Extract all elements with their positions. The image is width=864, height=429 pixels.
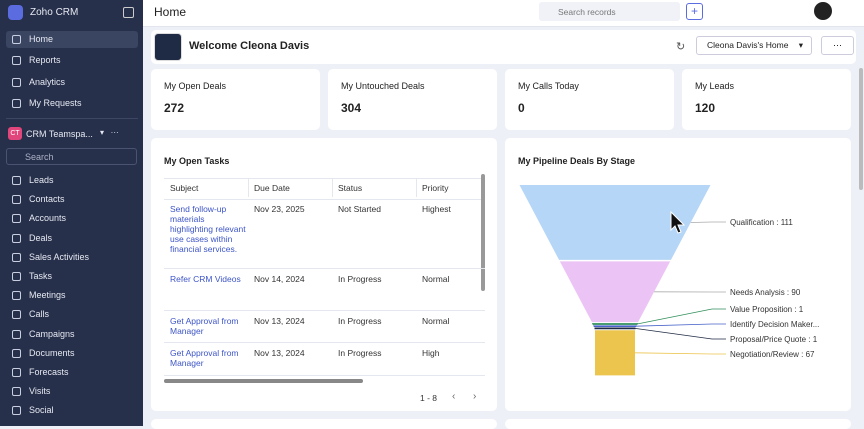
funnel-segment — [595, 328, 635, 329]
stat-label: My Open Deals — [164, 81, 226, 91]
funnel-segment — [594, 326, 636, 327]
leader-line — [635, 328, 726, 339]
stage-label: Needs Analysis : 90 — [730, 288, 801, 297]
stage-label: Negotiation/Review : 67 — [730, 350, 815, 359]
stage-label: Proposal/Price Quote : 1 — [730, 335, 818, 344]
stage-label: Qualification : 111 — [730, 218, 793, 227]
stat-label: My Leads — [695, 81, 734, 91]
stat-card[interactable]: My Calls Today 0 — [505, 69, 674, 130]
funnel-segment — [560, 261, 670, 322]
leader-line — [635, 353, 726, 354]
funnel-segment — [593, 324, 638, 325]
stat-value: 304 — [341, 101, 361, 115]
stat-value: 0 — [518, 101, 525, 115]
stage-label: Value Proposition : 1 — [730, 305, 804, 314]
leader-line — [636, 324, 726, 326]
funnel-segment — [595, 330, 635, 375]
stat-label: My Untouched Deals — [341, 81, 425, 91]
leader-line — [637, 309, 726, 324]
stat-card[interactable]: My Untouched Deals 304 — [328, 69, 497, 130]
stat-value: 272 — [164, 101, 184, 115]
stat-card[interactable]: My Leads 120 — [682, 69, 851, 130]
stat-value: 120 — [695, 101, 715, 115]
stat-card[interactable]: My Open Deals 272 — [151, 69, 320, 130]
stat-label: My Calls Today — [518, 81, 579, 91]
stage-label: Identify Decision Maker... — [730, 320, 819, 329]
